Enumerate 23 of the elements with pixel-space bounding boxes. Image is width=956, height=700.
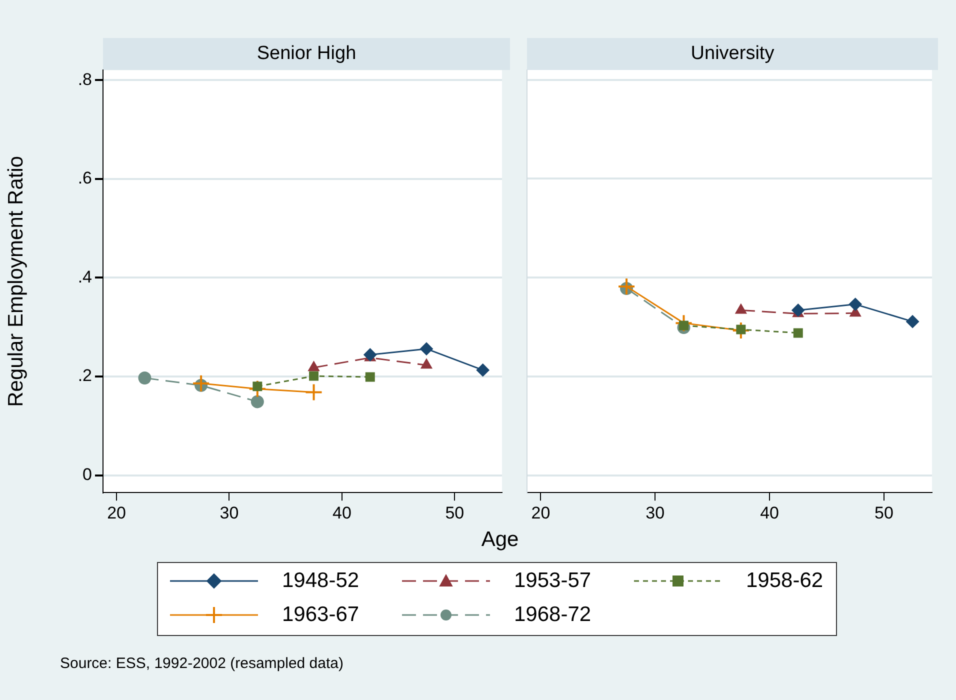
legend-label: 1958-62	[746, 569, 824, 593]
source-note: Source: ESS, 1992-2002 (resampled data)	[60, 655, 344, 672]
y-tick-label: .8	[78, 70, 92, 89]
y-tick-label: .6	[78, 168, 92, 188]
y-tick-label: .4	[78, 267, 92, 286]
legend-label: 1953-57	[514, 569, 592, 593]
y-tick-label: .2	[78, 366, 92, 386]
chart-title: Senior High	[103, 38, 510, 70]
legend-label: 1968-72	[514, 603, 592, 627]
x-tick-label: 40	[760, 503, 780, 522]
x-tick-label: 20	[531, 503, 550, 522]
y-axis-title: Regular Employment Ratio	[4, 156, 28, 407]
x-tick-label: 40	[332, 503, 352, 522]
x-tick-label: 20	[107, 503, 126, 522]
legend-label: 1963-67	[282, 603, 360, 627]
x-axis-title: Age	[480, 528, 520, 552]
chart-title: University	[527, 38, 938, 70]
x-tick-label: 30	[646, 503, 665, 522]
x-tick-label: 50	[445, 503, 464, 522]
legend-label: 1948-52	[282, 569, 360, 593]
y-tick-label: 0	[82, 464, 92, 484]
x-tick-label: 50	[874, 503, 894, 522]
x-tick-label: 30	[220, 503, 239, 522]
